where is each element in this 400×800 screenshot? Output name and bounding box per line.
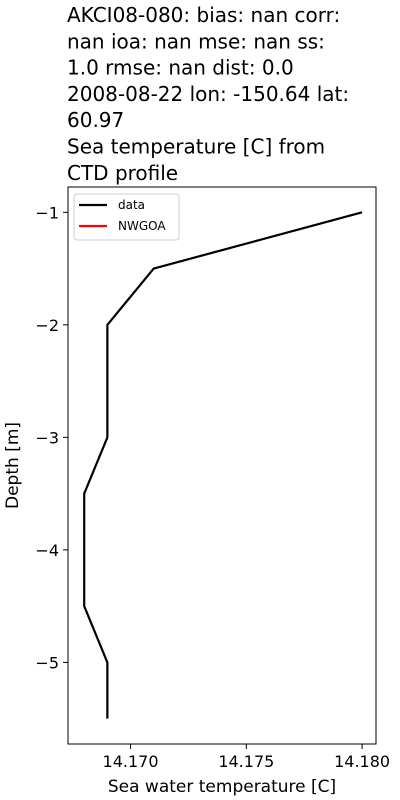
title-line: nan ioa: nan mse: nan ss: xyxy=(67,29,325,53)
title-line: 60.97 xyxy=(67,108,124,132)
y-tick-label: −4 xyxy=(35,541,59,560)
legend-label-data: data xyxy=(118,198,145,212)
y-tick-label: −3 xyxy=(35,428,59,447)
title-line: AKCI08-080: bias: nan corr: xyxy=(67,3,340,27)
title-line: CTD profile xyxy=(67,161,178,185)
series-line-data xyxy=(83,211,363,719)
x-tick-label: 14.170 xyxy=(103,752,159,771)
plot-frame xyxy=(67,186,377,745)
x-axis-label: Sea water temperature [C] xyxy=(108,777,336,797)
x-tick-label: 14.175 xyxy=(218,752,274,771)
x-tick-label: 14.180 xyxy=(334,752,390,771)
title-line: 2008-08-22 lon: -150.64 lat: xyxy=(67,82,349,106)
legend: data NWGOA xyxy=(73,193,180,241)
legend-label-nwgoa: NWGOA xyxy=(118,219,166,233)
y-tick-label: −1 xyxy=(35,203,59,222)
x-axis-ticks: 14.170 14.175 14.180 xyxy=(103,744,390,771)
series-lines xyxy=(83,211,363,719)
chart-title: AKCI08-080: bias: nan corr:nan ioa: nan … xyxy=(67,3,349,185)
y-tick-label: −5 xyxy=(35,653,59,672)
y-tick-label: −2 xyxy=(35,316,59,335)
y-axis-ticks: −1 −2 −3 −4 −5 xyxy=(35,203,68,672)
title-line: 1.0 rmse: nan dist: 0.0 xyxy=(67,56,294,80)
title-line: Sea temperature [C] from xyxy=(67,135,325,159)
y-axis-label: Depth [m] xyxy=(3,422,23,509)
